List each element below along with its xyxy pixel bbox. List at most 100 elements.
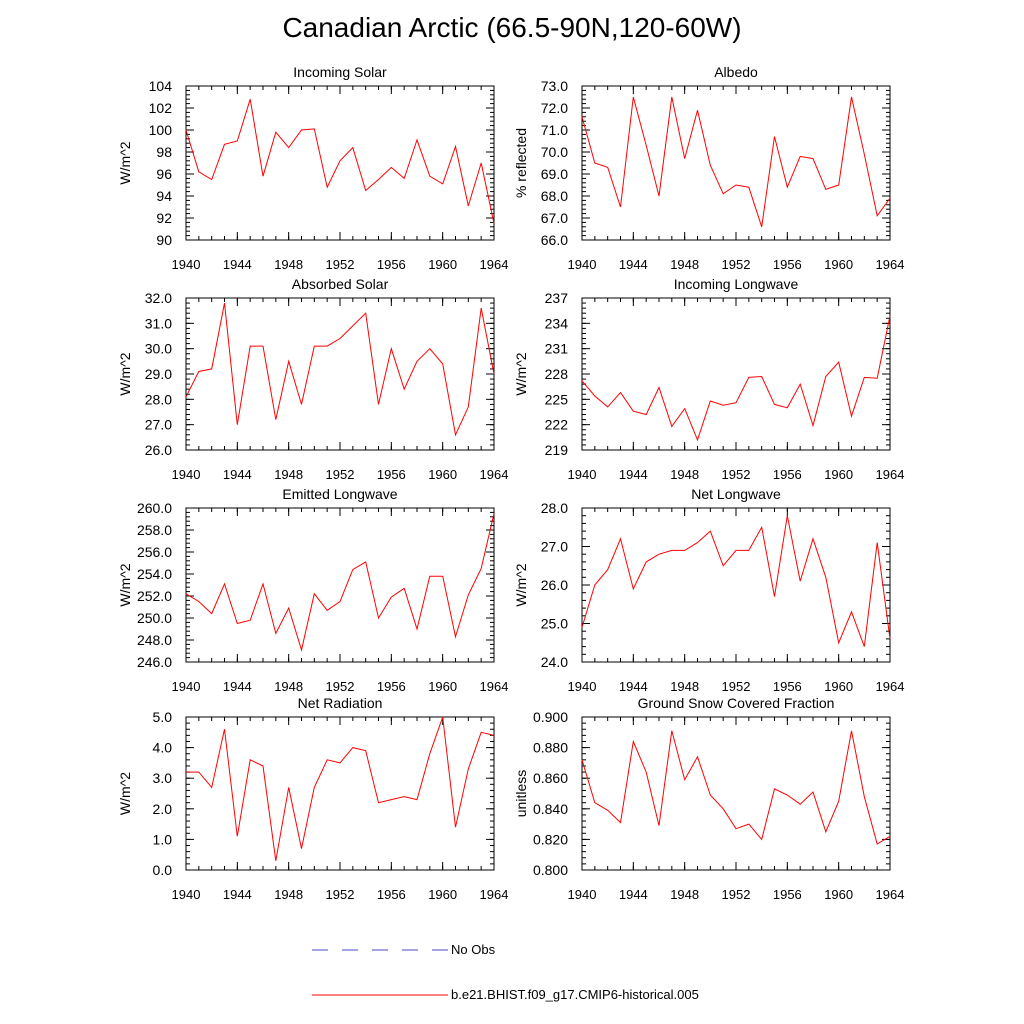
x-tick-label: 1956 [773, 257, 802, 272]
x-tick-label: 1960 [428, 467, 457, 482]
x-tick-label: 1956 [377, 679, 406, 694]
y-tick-label: 67.0 [541, 210, 568, 226]
y-tick-label: 31.0 [145, 315, 172, 331]
y-tick-label: 260.0 [137, 500, 172, 516]
y-tick-label: 24.0 [541, 654, 568, 670]
x-tick-label: 1956 [773, 679, 802, 694]
x-tick-label: 1940 [172, 679, 201, 694]
x-tick-label: 1960 [824, 467, 853, 482]
series-line-1 [581, 730, 891, 845]
series-line-1 [185, 303, 495, 437]
x-tick-label: 1960 [428, 679, 457, 694]
y-tick-label: 248.0 [137, 632, 172, 648]
x-tick-label: 1964 [876, 257, 905, 272]
x-tick-label: 1948 [274, 257, 303, 272]
y-tick-label: 69.0 [541, 166, 568, 182]
x-tick-label: 1940 [172, 887, 201, 902]
legend-model-label: b.e21.BHIST.f09_g17.CMIP6-historical.005 [451, 987, 699, 1002]
plot-frame [185, 507, 495, 663]
x-tick-label: 1964 [480, 679, 509, 694]
y-tick-label: 0.0 [153, 862, 173, 878]
y-tick-label: 231 [545, 341, 569, 357]
y-tick-label: 28.0 [145, 391, 172, 407]
y-tick-label: 27.0 [541, 539, 568, 555]
x-tick-label: 1940 [172, 467, 201, 482]
y-tick-label: 250.0 [137, 610, 172, 626]
y-tick-label: 72.0 [541, 100, 568, 116]
y-tick-label: 225 [545, 391, 569, 407]
y-tick-label: 254.0 [137, 566, 172, 582]
y-tick-label: 234 [545, 315, 569, 331]
chart-panel-5: Emitted Longwave W/m^2 1940 1944 1948 1952 195… [117, 486, 508, 694]
panel-title: Absorbed Solar [292, 276, 389, 292]
x-tick-label: 1952 [722, 257, 751, 272]
plot-frame [581, 716, 891, 871]
y-tick-label: 256.0 [137, 544, 172, 560]
x-tick-label: 1964 [480, 467, 509, 482]
y-tick-label: 219 [545, 442, 569, 458]
y-tick-label: 25.0 [541, 616, 568, 632]
x-tick-label: 1948 [670, 887, 699, 902]
x-tick-label: 1960 [428, 257, 457, 272]
y-tick-label: 70.0 [541, 144, 568, 160]
x-tick-label: 1956 [377, 887, 406, 902]
y-tick-label: 104 [149, 78, 173, 94]
x-tick-label: 1964 [480, 887, 509, 902]
panel-title: Incoming Solar [293, 64, 387, 80]
x-tick-label: 1964 [876, 679, 905, 694]
x-tick-label: 1948 [274, 467, 303, 482]
y-tick-label: 96 [156, 166, 172, 182]
x-tick-label: 1956 [773, 887, 802, 902]
x-tick-label: 1952 [326, 679, 355, 694]
x-tick-label: 1956 [773, 467, 802, 482]
y-tick-label: 26.0 [541, 577, 568, 593]
chart-panel-8: Ground Snow Covered Fraction unitless 1940… [513, 695, 904, 902]
y-tick-label: 90 [156, 232, 172, 248]
legend-no-obs-line [312, 949, 448, 951]
y-tick-label: 100 [149, 122, 173, 138]
x-tick-label: 1956 [377, 257, 406, 272]
x-tick-label: 1964 [480, 257, 509, 272]
plot-frame [581, 85, 891, 241]
y-tick-label: 71.0 [541, 122, 568, 138]
legend-model-line [312, 994, 448, 996]
x-tick-label: 1940 [172, 257, 201, 272]
y-tick-label: 68.0 [541, 188, 568, 204]
panel-title: Net Longwave [691, 486, 781, 502]
series-line-1 [581, 96, 891, 227]
y-tick-label: 92 [156, 210, 172, 226]
plot-frame [581, 507, 891, 663]
series-line-1 [581, 315, 891, 442]
series-line-1 [185, 99, 495, 224]
x-tick-label: 1940 [568, 257, 597, 272]
y-tick-label: 32.0 [145, 290, 172, 306]
chart-panel-3: Absorbed Solar W/m^2 1940 1944 1948 1952 1956 1… [117, 276, 508, 482]
x-tick-label: 1952 [326, 887, 355, 902]
y-tick-label: 102 [149, 100, 173, 116]
x-tick-label: 1944 [223, 887, 252, 902]
y-tick-label: 98 [156, 144, 172, 160]
y-axis-label: W/m^2 [117, 141, 133, 184]
legend-no-obs-label: No Obs [451, 942, 496, 957]
y-tick-label: 28.0 [541, 500, 568, 516]
series-line-1 [186, 716, 495, 861]
x-tick-label: 1956 [377, 467, 406, 482]
chart-panel-1: Incoming Solar W/m^2 1940 1944 1948 1952 1956 1… [117, 64, 508, 272]
y-tick-label: 1.0 [153, 831, 173, 847]
y-tick-label: 246.0 [137, 654, 172, 670]
x-tick-label: 1964 [876, 467, 905, 482]
x-tick-label: 1944 [223, 257, 252, 272]
y-tick-label: 3.0 [153, 770, 173, 786]
y-tick-label: 0.900 [533, 709, 568, 725]
x-tick-label: 1964 [876, 887, 905, 902]
y-tick-label: 27.0 [145, 417, 172, 433]
y-tick-label: 0.860 [533, 770, 568, 786]
x-tick-label: 1940 [568, 887, 597, 902]
series-line-1 [185, 513, 495, 652]
y-tick-label: 26.0 [145, 442, 172, 458]
y-tick-label: 258.0 [137, 522, 172, 538]
y-tick-label: 228 [545, 366, 569, 382]
x-tick-label: 1952 [326, 467, 355, 482]
y-tick-label: 0.840 [533, 801, 568, 817]
